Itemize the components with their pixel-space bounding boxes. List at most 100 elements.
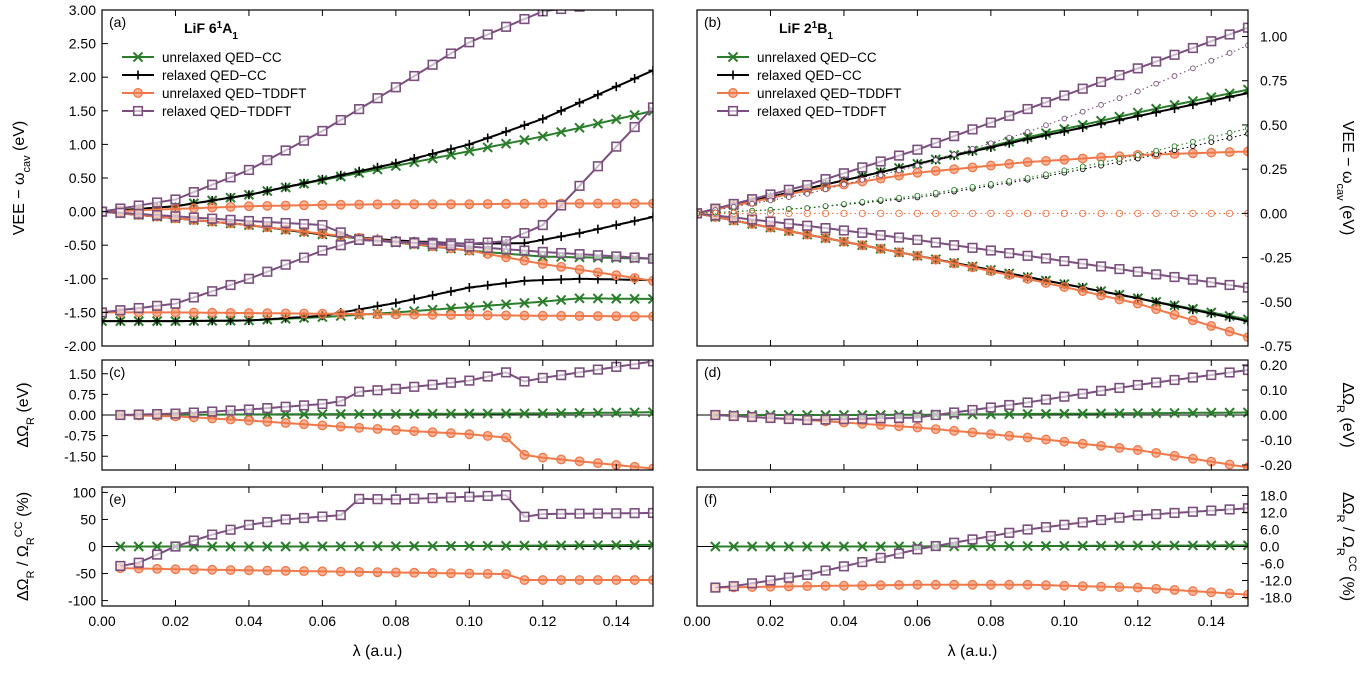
series-s-point: [243, 519, 255, 530]
series-s-point: [967, 404, 978, 416]
series-x-point: [1132, 540, 1144, 551]
panel-title-part: 1: [217, 20, 223, 31]
dotted-series-point: [1208, 134, 1215, 141]
series-o-point: [875, 580, 886, 591]
series-o-point: [985, 266, 996, 277]
series-o-point: [1187, 453, 1198, 464]
series-s-point: [611, 141, 622, 152]
series-+-point: [1225, 92, 1235, 102]
series-+-point: [102, 316, 107, 326]
series-o-point: [427, 568, 438, 578]
series-o-point: [446, 199, 456, 210]
series-o-point: [1206, 321, 1217, 331]
series-o-point: [446, 309, 456, 320]
series-x-point: [519, 540, 530, 551]
dotted-series-point: [877, 196, 884, 203]
series-o-point: [464, 568, 475, 579]
series-o-point: [611, 198, 622, 209]
x-tick-label: 0.02: [162, 613, 189, 629]
series-s-point: [133, 208, 144, 220]
series-s-point: [152, 197, 163, 208]
series-s-point: [170, 211, 181, 222]
series-x-point: [1169, 407, 1180, 419]
series-o-point: [262, 565, 273, 576]
series-o-point: [299, 419, 309, 430]
series-s-point: [298, 135, 310, 146]
series-o-point: [262, 308, 273, 319]
series-x-point: [574, 407, 585, 419]
dotted-series-point: [785, 194, 792, 201]
series-o-point: [838, 580, 849, 591]
series-s-point: [225, 172, 236, 183]
series-o-point: [1114, 442, 1125, 453]
series-s-point: [1059, 256, 1070, 267]
panel-f: -18.0-12.0-6.00.06.012.018.0 0.00 0.02 0.04…: [683, 486, 1358, 660]
y-axis-label-part: (%): [15, 492, 32, 521]
y-tick-label: -2.00: [64, 338, 96, 354]
series-s-point: [170, 408, 181, 419]
series-s-point: [728, 410, 739, 422]
series-s-point: [1004, 110, 1015, 121]
series-s-point: [574, 367, 585, 378]
x-tick-label: 0.08: [382, 613, 409, 629]
series-s-point: [1151, 56, 1162, 67]
series-s-point: [985, 245, 996, 256]
series-s-point: [390, 494, 401, 505]
series-o-point: [949, 164, 960, 175]
series-markers: [710, 540, 1248, 552]
series-+-point: [538, 275, 548, 285]
series-o-point: [537, 259, 548, 269]
series-s-point: [875, 156, 886, 167]
series-o-point: [648, 198, 653, 209]
series-x-point: [537, 540, 549, 551]
series-o-point: [372, 567, 383, 578]
x-tick-label: 0.08: [977, 613, 1004, 629]
series-s-point: [519, 228, 530, 239]
series-o-point: [1004, 430, 1015, 441]
series-s-point: [188, 407, 199, 418]
series-+-point: [630, 216, 640, 226]
series-x-point: [409, 408, 420, 420]
series-o-point: [409, 309, 420, 320]
series-s-point: [115, 305, 126, 316]
series-x-point: [1040, 540, 1052, 552]
legend-label: relaxed QED−CC: [162, 68, 267, 83]
series-s-point: [838, 225, 850, 236]
series-s-point: [133, 200, 144, 211]
series-s-point: [464, 241, 475, 252]
y-axis-label: ΔΩR / ΩRCC (%): [13, 492, 37, 601]
series-s-point: [1169, 507, 1180, 519]
x-tick-label: 0.04: [235, 613, 262, 629]
series-o-point: [482, 310, 493, 321]
series-s-point: [427, 239, 438, 250]
dotted-series-point: [1226, 50, 1233, 56]
series-markers: [115, 360, 653, 421]
series-x-point: [629, 539, 640, 551]
y-tick-label: -0.75: [64, 428, 96, 444]
series-line-+: [697, 133, 1248, 214]
series-o-point: [537, 452, 548, 463]
series-s-point: [647, 253, 653, 264]
series-o-point: [802, 581, 813, 592]
series-x-point: [482, 408, 493, 419]
series-+-point: [1059, 126, 1069, 136]
series-+-point: [648, 212, 653, 222]
series-s-point: [445, 240, 457, 251]
series-o-point: [280, 200, 291, 211]
series-s-point: [967, 534, 978, 545]
series-o-point: [1022, 157, 1033, 168]
series-s-point: [115, 560, 126, 572]
series-+-point: [556, 231, 566, 241]
series-o-point: [1059, 436, 1070, 447]
legend: unrelaxed QED−CC relaxed QED−CC unrelaxed …: [122, 50, 306, 119]
series-x-point: [555, 407, 567, 419]
series-o-point: [446, 428, 456, 439]
series-s-point: [152, 300, 163, 311]
panel-title: LiF 61A1: [184, 20, 238, 42]
series-x-point: [1187, 540, 1199, 551]
series-s-point: [857, 162, 868, 173]
series-line-o: [715, 414, 1248, 469]
series-x-point: [820, 541, 831, 552]
series-o-point: [501, 198, 512, 209]
series-markers: [102, 102, 653, 249]
